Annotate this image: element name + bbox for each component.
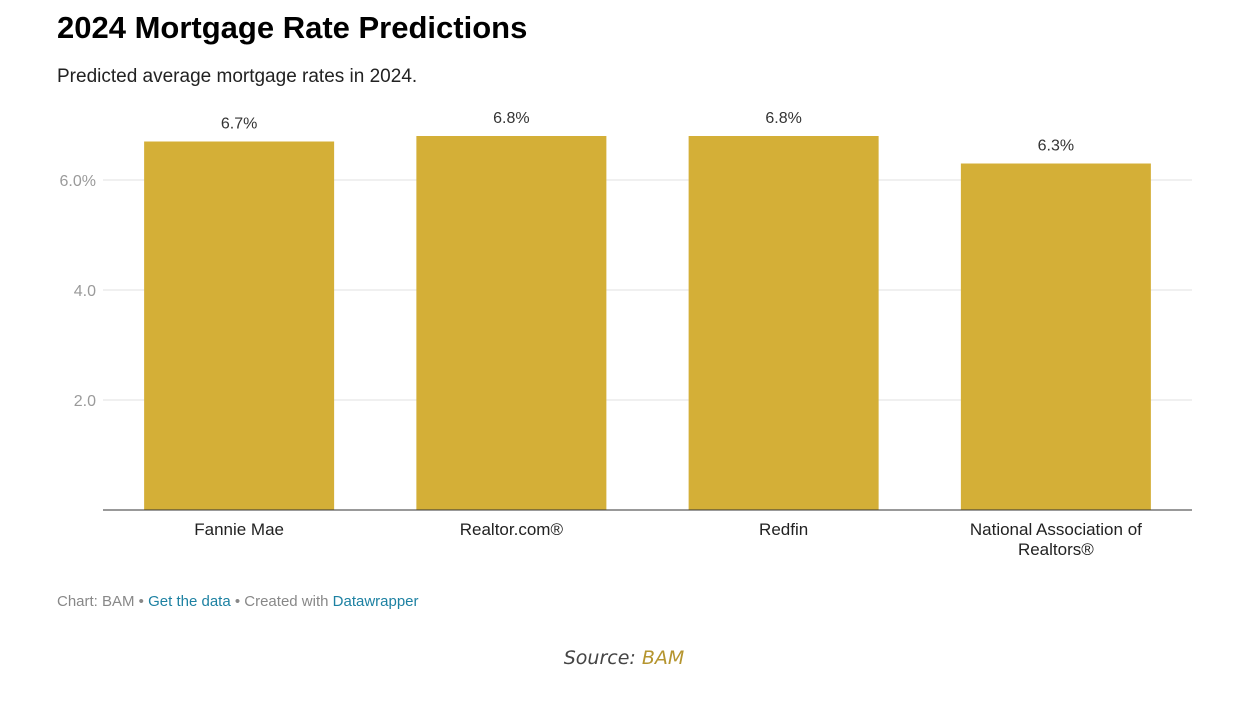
datawrapper-link[interactable]: Datawrapper: [332, 593, 419, 610]
x-category-label: Redfin: [759, 520, 808, 539]
bar-value-label: 6.8%: [493, 110, 529, 127]
x-category-label: National Association of: [970, 520, 1142, 539]
x-category-label: Fannie Mae: [194, 520, 284, 539]
chart-footer: Chart: BAM • Get the data • Created with…: [57, 593, 419, 610]
bar-value-label: 6.7%: [221, 116, 257, 133]
chart-subtitle: Predicted average mortgage rates in 2024…: [57, 66, 418, 87]
source-link[interactable]: BAM: [641, 647, 685, 669]
get-the-data-link[interactable]: Get the data: [148, 593, 231, 610]
bar: [960, 163, 1151, 510]
bar-value-label: 6.3%: [1038, 138, 1074, 155]
source-label: Source:: [563, 647, 642, 669]
footer-created-with: • Created with: [230, 593, 333, 610]
bar: [688, 136, 879, 510]
y-tick-label: 6.0%: [60, 173, 96, 190]
x-category-label: Realtors®: [1018, 540, 1094, 559]
chart-title: 2024 Mortgage Rate Predictions: [57, 10, 528, 45]
source-line: Source: BAM: [0, 647, 1248, 669]
bar-chart: 2.0 4.0 6.0% 6.7% Fannie Mae 6.8% Realtor.com®…: [60, 110, 1192, 559]
y-tick-label: 2.0: [74, 393, 96, 410]
bar-value-label: 6.8%: [765, 110, 801, 127]
x-category-label: Realtor.com®: [460, 520, 564, 539]
bar: [416, 136, 607, 510]
bar: [144, 141, 335, 510]
y-tick-label: 4.0: [74, 283, 96, 300]
footer-credit: Chart: BAM •: [57, 593, 149, 610]
